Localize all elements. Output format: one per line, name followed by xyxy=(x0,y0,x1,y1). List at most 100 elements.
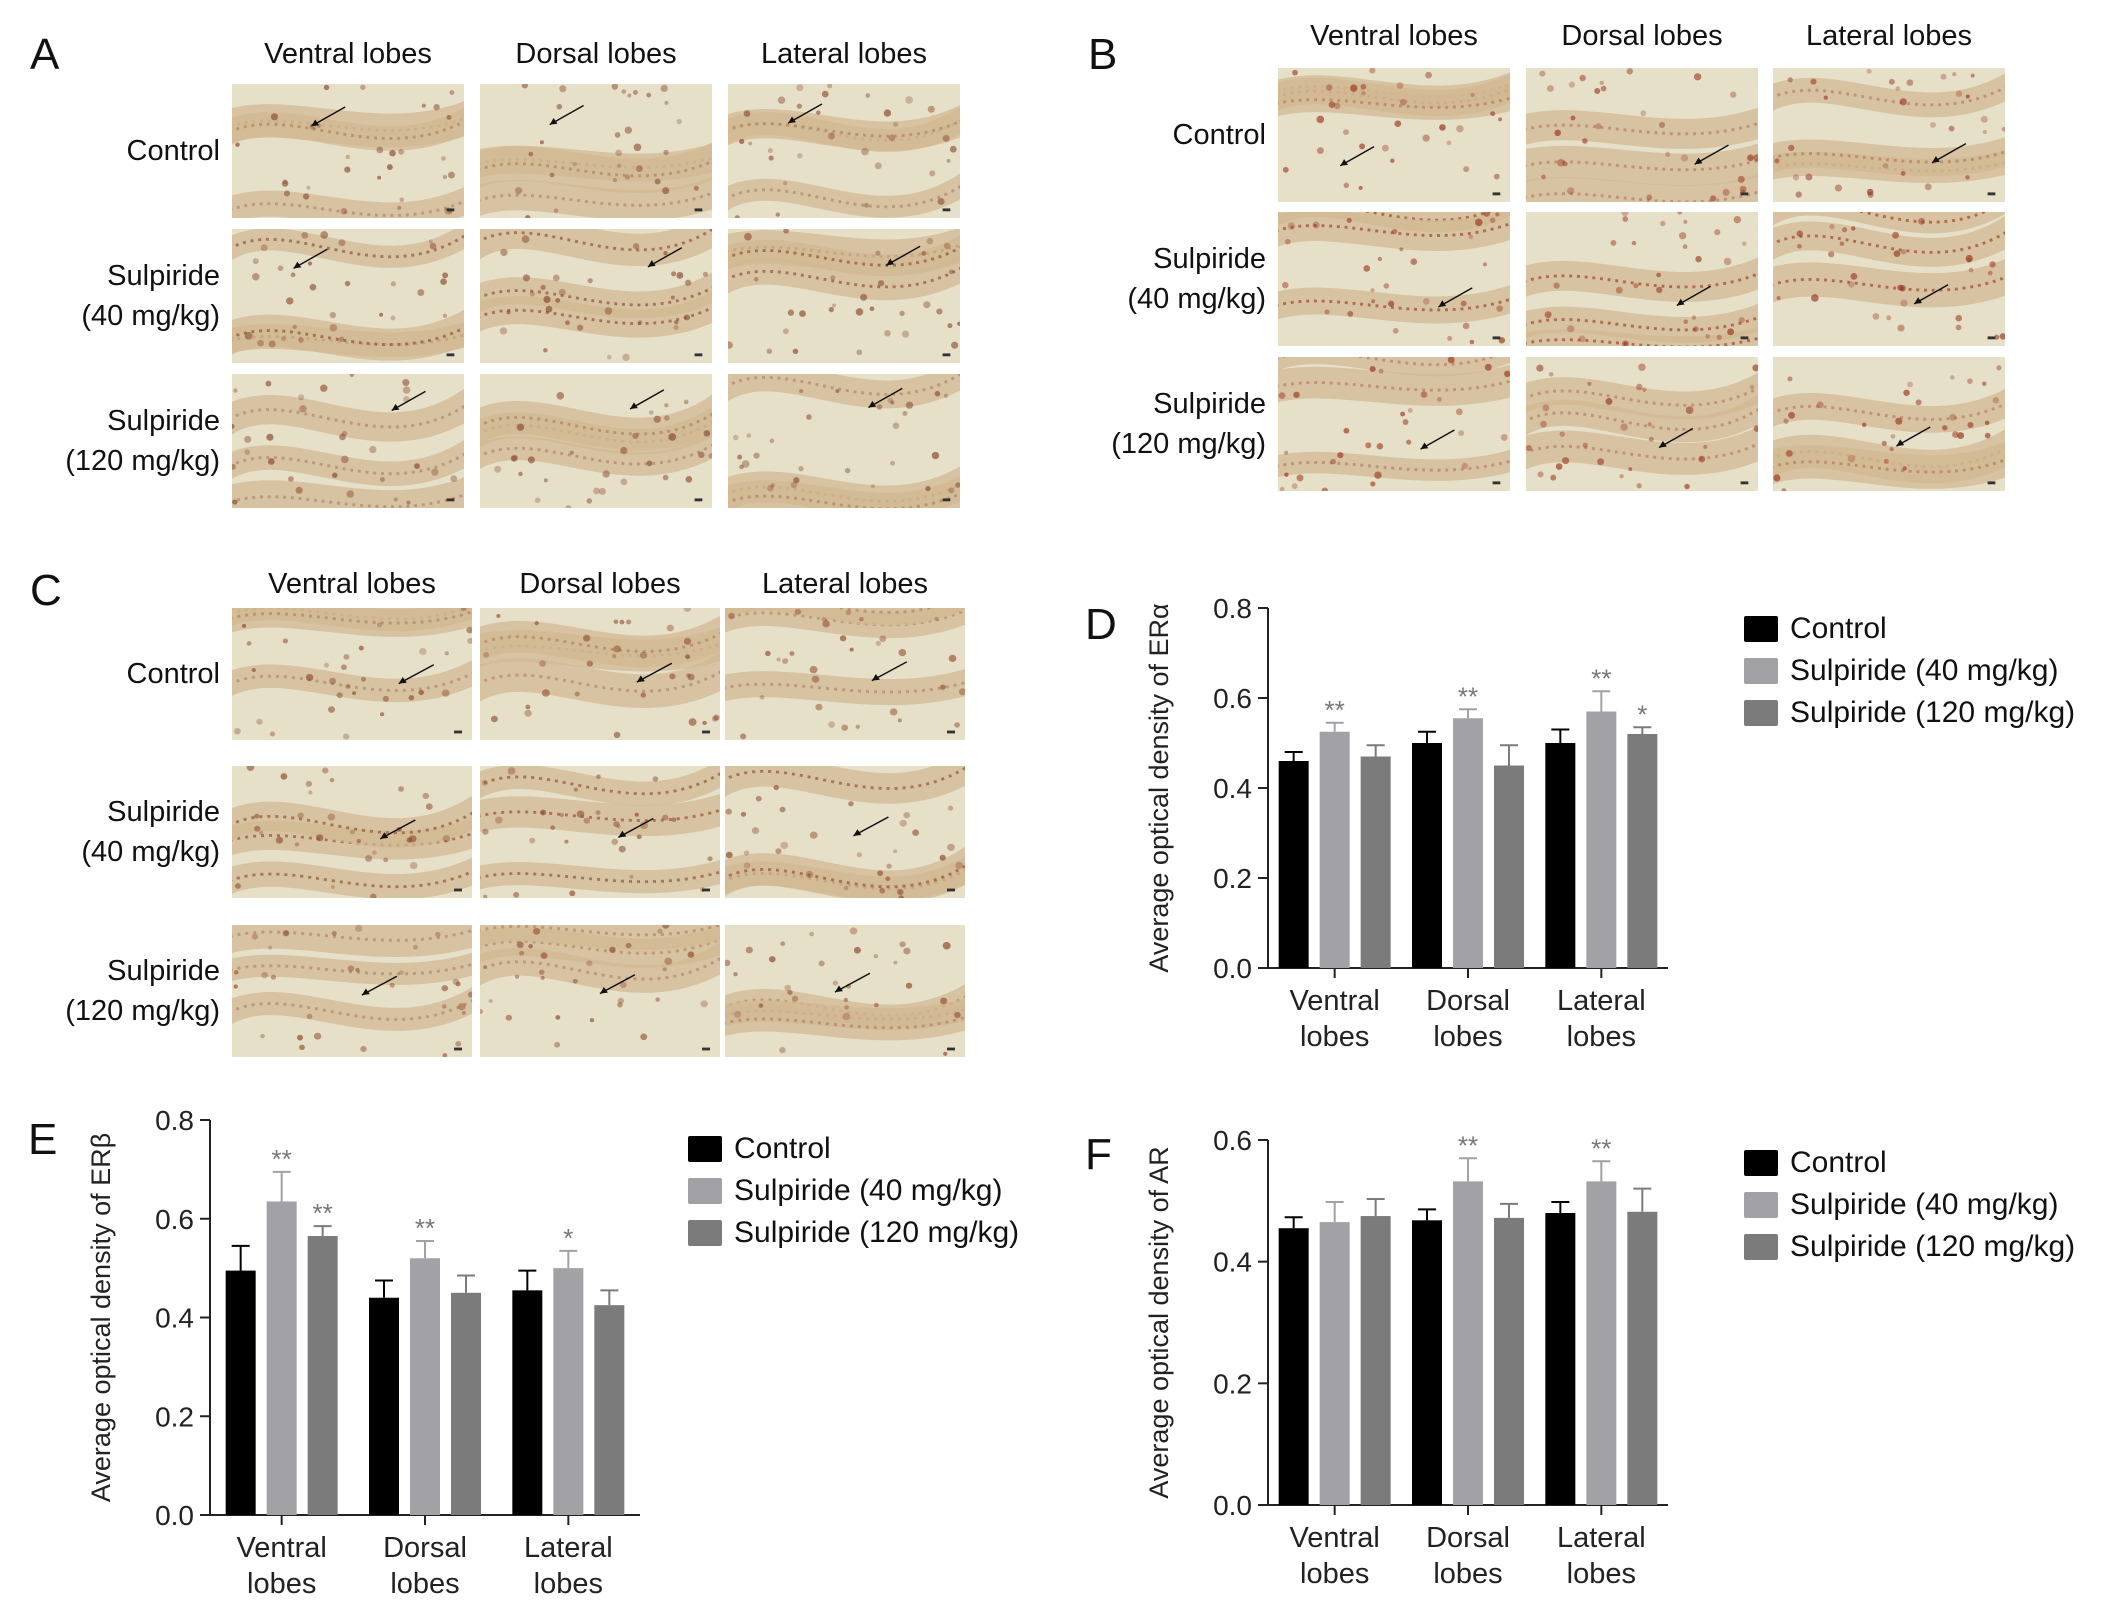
y-tick-label: 0.0 xyxy=(1213,953,1252,984)
panel-letter: C xyxy=(30,566,62,615)
column-label: Ventral lobes xyxy=(268,568,436,600)
row-label: Sulpiride (40 mg/kg) xyxy=(81,796,220,868)
row-label: Sulpiride (40 mg/kg) xyxy=(1127,243,1266,315)
y-axis-label: Average optical density of ERα xyxy=(1144,603,1174,972)
y-tick-label: 0.8 xyxy=(1213,593,1252,624)
bar xyxy=(1627,734,1658,968)
category-label: Lateral xyxy=(1557,1522,1646,1554)
category-label: lobes xyxy=(1567,1558,1636,1590)
row-label: Control xyxy=(126,135,221,167)
micrograph-image xyxy=(480,229,712,363)
legend-panel-e: Control Sulpiride (40 mg/kg) Sulpiride (12… xyxy=(688,1128,1019,1254)
legend-item: Sulpiride (40 mg/kg) xyxy=(688,1170,1019,1212)
column-label: Lateral lobes xyxy=(761,568,929,600)
y-tick-label: 0.4 xyxy=(1213,1247,1252,1278)
micrograph-image xyxy=(1278,357,1510,491)
micrograph-image xyxy=(232,374,464,508)
column-label: Dorsal lobes xyxy=(1561,20,1723,52)
legend-label: Control xyxy=(1790,612,1887,645)
category-label: Ventral xyxy=(1290,1522,1380,1554)
category-label: Ventral xyxy=(237,1532,327,1564)
bar xyxy=(266,1201,297,1515)
micrograph-image xyxy=(480,766,720,898)
legend-swatch xyxy=(688,1136,722,1162)
significance-label: ** xyxy=(1325,695,1345,725)
legend-label: Sulpiride (120 mg/kg) xyxy=(1790,696,2076,729)
row-label: Sulpiride (120 mg/kg) xyxy=(65,405,220,477)
legend-panel-f: Control Sulpiride (40 mg/kg) Sulpiride (12… xyxy=(1744,1142,2075,1268)
legend-swatch xyxy=(688,1178,722,1204)
bar xyxy=(1494,765,1524,968)
significance-label: * xyxy=(563,1223,573,1253)
significance-label: ** xyxy=(313,1198,333,1228)
panel-letter: A xyxy=(30,30,60,79)
micrograph-image xyxy=(725,766,965,898)
legend-label: Control xyxy=(1790,1146,1887,1179)
row-label: Control xyxy=(1172,119,1267,151)
significance-label: ** xyxy=(1458,681,1478,711)
bar xyxy=(512,1290,543,1515)
y-tick-label: 0.0 xyxy=(1213,1490,1252,1521)
bar xyxy=(1412,1220,1442,1505)
micrograph-image xyxy=(1278,68,1510,202)
y-tick-label: 0.6 xyxy=(1213,683,1252,714)
legend-label: Control xyxy=(734,1132,831,1165)
legend-swatch xyxy=(1744,1150,1778,1176)
y-tick-label: 0.8 xyxy=(155,1105,194,1136)
legend-item: Sulpiride (120 mg/kg) xyxy=(688,1212,1019,1254)
legend-swatch xyxy=(1744,700,1778,726)
category-label: Dorsal xyxy=(1426,1522,1510,1554)
bar xyxy=(594,1305,625,1515)
bar xyxy=(369,1297,399,1515)
significance-label: ** xyxy=(1591,663,1611,693)
micrograph-image xyxy=(1773,357,2005,491)
column-label: Dorsal lobes xyxy=(515,38,677,70)
panel-letter: E xyxy=(28,1115,58,1164)
y-tick-label: 0.4 xyxy=(155,1303,194,1334)
micrograph-image xyxy=(1526,212,1758,346)
row-label: Sulpiride (40 mg/kg) xyxy=(81,260,220,332)
micrograph-image xyxy=(1278,212,1510,346)
y-axis-label: Average optical density of ERβ xyxy=(86,1133,116,1502)
y-tick-label: 0.2 xyxy=(155,1401,194,1432)
legend-item: Sulpiride (120 mg/kg) xyxy=(1744,692,2075,734)
bar xyxy=(1586,711,1617,968)
legend-label: Sulpiride (40 mg/kg) xyxy=(734,1174,1003,1207)
y-tick-label: 0.4 xyxy=(1213,773,1252,804)
micrograph-image xyxy=(728,84,960,218)
category-label: lobes xyxy=(1433,1558,1502,1590)
category-label: Lateral xyxy=(524,1532,613,1564)
bar xyxy=(307,1236,338,1515)
micrograph-image xyxy=(728,229,960,363)
category-label: Lateral xyxy=(1557,985,1646,1017)
legend-item: Sulpiride (40 mg/kg) xyxy=(1744,1184,2075,1226)
micrograph-image xyxy=(232,229,464,363)
legend-label: Sulpiride (40 mg/kg) xyxy=(1790,654,2059,687)
bar xyxy=(1627,1211,1658,1505)
micrograph-image xyxy=(232,84,464,218)
y-axis-label: Average optical density of AR xyxy=(1144,1146,1174,1498)
micrograph-image xyxy=(1526,68,1758,202)
legend-swatch xyxy=(1744,1192,1778,1218)
category-label: Dorsal xyxy=(1426,985,1510,1017)
micrograph-image xyxy=(1773,68,2005,202)
bar xyxy=(1278,761,1309,968)
column-label: Ventral lobes xyxy=(264,38,432,70)
legend-label: Sulpiride (120 mg/kg) xyxy=(1790,1230,2076,1263)
micrograph-image xyxy=(232,925,472,1057)
category-label: lobes xyxy=(1433,1021,1502,1053)
legend-swatch xyxy=(1744,658,1778,684)
micrograph-image xyxy=(728,374,960,508)
column-label: Ventral lobes xyxy=(1310,20,1478,52)
micrograph-image xyxy=(232,608,472,740)
column-label: Lateral lobes xyxy=(760,38,928,70)
bar xyxy=(1319,731,1350,968)
micrograph-image xyxy=(480,84,712,218)
category-label: lobes xyxy=(1567,1021,1636,1053)
bar xyxy=(1545,1213,1576,1505)
legend-item: Sulpiride (40 mg/kg) xyxy=(1744,650,2075,692)
micrograph-image xyxy=(725,925,965,1057)
bar xyxy=(1453,1181,1483,1505)
category-label: lobes xyxy=(247,1568,316,1600)
